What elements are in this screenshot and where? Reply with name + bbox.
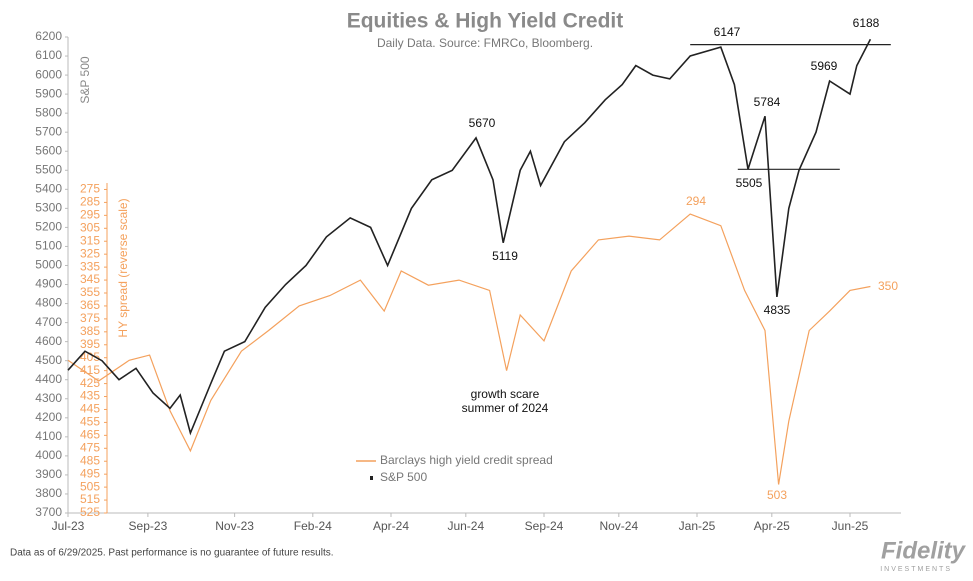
- annotation: growth scare: [471, 387, 540, 401]
- y-tick-label: 4000: [35, 448, 62, 462]
- y2-tick-label: 385: [80, 324, 100, 338]
- y2-tick-label: 415: [80, 363, 100, 377]
- y2-tick-label: 295: [80, 208, 100, 222]
- annotation: 5784: [754, 95, 781, 109]
- y-tick-label: 5000: [35, 258, 62, 272]
- y-tick-label: 5200: [35, 220, 62, 234]
- logo-sub: INVESTMENTS: [880, 566, 952, 573]
- y2-annotation: 294: [686, 194, 706, 208]
- x-tick-label: Jul-23: [52, 519, 85, 533]
- y2-tick-label: 505: [80, 479, 100, 493]
- y2-tick-label: 285: [80, 195, 100, 209]
- y-axis-label: S&P 500: [78, 56, 92, 103]
- y2-tick-label: 345: [80, 272, 100, 286]
- y-tick-label: 4200: [35, 410, 62, 424]
- x-tick-label: Sep-23: [129, 519, 168, 533]
- y-tick-label: 5600: [35, 143, 62, 157]
- y2-tick-label: 315: [80, 233, 100, 247]
- annotation: 6147: [714, 25, 741, 39]
- y2-tick-label: 365: [80, 298, 100, 312]
- y-tick-label: 4700: [35, 315, 62, 329]
- logo: Fidelity: [881, 537, 967, 564]
- y2-tick-label: 515: [80, 492, 100, 506]
- y2-tick-label: 375: [80, 311, 100, 325]
- chart-title: Equities & High Yield Credit: [347, 10, 624, 33]
- y2-tick-label: 495: [80, 466, 100, 480]
- series-line: [67, 38, 872, 436]
- y-tick-label: 4300: [35, 391, 62, 405]
- y-tick-label: 6100: [35, 48, 62, 62]
- annotation: 5119: [492, 249, 518, 263]
- x-tick-label: Sep-24: [525, 519, 564, 533]
- x-tick-label: Apr-25: [754, 519, 790, 533]
- y2-annotation: 503: [767, 488, 787, 502]
- y-tick-label: 4500: [35, 353, 62, 367]
- y-tick-label: 4900: [35, 277, 62, 291]
- y2-tick-label: 335: [80, 259, 100, 273]
- y2-annotation: 350: [878, 279, 898, 293]
- chart-subtitle: Daily Data. Source: FMRCo, Bloomberg.: [377, 36, 593, 50]
- y2-tick-label: 525: [80, 505, 100, 519]
- annotation: 5969: [811, 59, 838, 73]
- annotation: 5670: [469, 116, 496, 130]
- y2-tick-label: 305: [80, 220, 100, 234]
- annotation: summer of 2024: [462, 401, 549, 415]
- legend-label: Barclays high yield credit spread: [380, 453, 553, 467]
- y2-tick-label: 325: [80, 246, 100, 260]
- y-tick-label: 6000: [35, 67, 62, 81]
- y2-tick-label: 485: [80, 453, 100, 467]
- y-tick-label: 3700: [35, 505, 62, 519]
- legend-swatch: [370, 476, 373, 480]
- y-tick-label: 4400: [35, 372, 62, 386]
- y2-tick-label: 445: [80, 402, 100, 416]
- y2-tick-label: 435: [80, 389, 100, 403]
- y-tick-label: 5800: [35, 105, 62, 119]
- x-tick-label: Apr-24: [373, 519, 409, 533]
- y-tick-label: 4100: [35, 429, 62, 443]
- y-tick-label: 4800: [35, 296, 62, 310]
- y-tick-label: 3800: [35, 486, 62, 500]
- y2-tick-label: 405: [80, 350, 100, 364]
- legend-label: S&P 500: [380, 470, 427, 484]
- y2-tick-label: 475: [80, 440, 100, 454]
- y-tick-label: 4600: [35, 334, 62, 348]
- x-tick-label: Nov-24: [599, 519, 638, 533]
- y2-tick-label: 275: [80, 182, 100, 196]
- y2-tick-label: 465: [80, 428, 100, 442]
- y-tick-label: 5700: [35, 124, 62, 138]
- y-tick-label: 5500: [35, 162, 62, 176]
- y-tick-label: 5300: [35, 201, 62, 215]
- footnote: Data as of 6/29/2025. Past performance i…: [10, 548, 334, 559]
- y2-tick-label: 425: [80, 376, 100, 390]
- y-tick-label: 5400: [35, 181, 62, 195]
- series-line: [67, 213, 871, 485]
- x-tick-label: Jun-25: [832, 519, 869, 533]
- y-tick-label: 5100: [35, 239, 62, 253]
- x-tick-label: Nov-23: [215, 519, 254, 533]
- x-tick-label: Feb-24: [294, 519, 332, 533]
- annotation: 4835: [764, 303, 791, 317]
- y2-tick-label: 395: [80, 337, 100, 351]
- y2-tick-label: 355: [80, 285, 100, 299]
- x-tick-label: Jun-24: [447, 519, 484, 533]
- y2-axis-label: HY spread (reverse scale): [116, 198, 130, 337]
- y2-tick-label: 455: [80, 415, 100, 429]
- annotation: 6188: [853, 16, 880, 30]
- y-tick-label: 6200: [35, 29, 62, 43]
- x-tick-label: Jan-25: [679, 519, 716, 533]
- y-tick-label: 3900: [35, 467, 62, 481]
- annotation: 5505: [736, 176, 763, 190]
- y-tick-label: 5900: [35, 86, 62, 100]
